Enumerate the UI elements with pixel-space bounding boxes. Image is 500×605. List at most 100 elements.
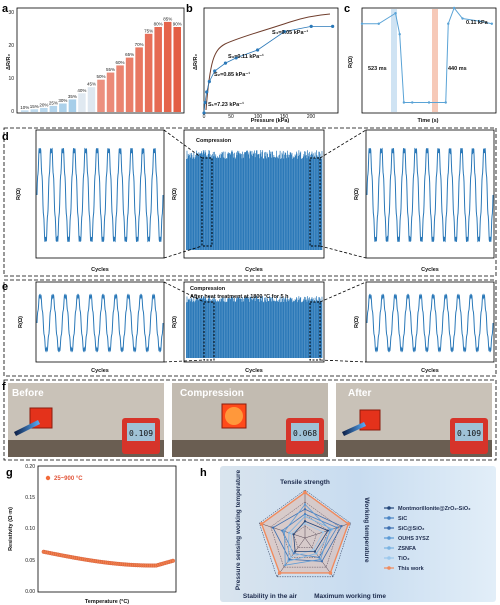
dense-bar <box>209 298 211 358</box>
panel-c-point <box>461 17 464 20</box>
dense-bar <box>291 154 292 250</box>
dense-bar <box>268 300 270 358</box>
dense-bar <box>293 301 295 358</box>
radar-point <box>284 564 287 567</box>
dense-bar <box>288 301 290 358</box>
dense-bar <box>316 150 317 250</box>
dense-bar <box>212 151 214 250</box>
dense-bar <box>224 158 225 250</box>
dense-bar <box>294 301 295 358</box>
photo-after-torch <box>342 422 366 436</box>
dense-bar <box>260 296 262 358</box>
dense-bar <box>211 155 212 250</box>
dense-bar <box>216 157 218 250</box>
dense-bar <box>193 151 195 250</box>
dense-bar <box>315 157 317 250</box>
dense-bar <box>244 297 245 358</box>
panel-a: a 10% 15% 20% 25% 30%35%40%45%50%55%60%65%70… <box>2 3 185 115</box>
legend-entry: ZSNFA <box>398 546 416 552</box>
dense-bar <box>224 297 226 358</box>
panel-e-dashed-border <box>3 279 497 377</box>
panel-b-point <box>234 56 238 60</box>
dense-bar <box>222 152 223 250</box>
dense-bar <box>282 154 283 250</box>
dense-bar <box>320 156 322 250</box>
dense-bar <box>272 297 273 358</box>
dense-bar <box>196 150 197 250</box>
panel-g-frame <box>37 465 177 593</box>
panel-c-release-zone <box>432 9 438 112</box>
panel-a-bar-label: 15% <box>30 104 39 109</box>
dense-bar <box>252 298 254 358</box>
dense-bar <box>227 297 229 358</box>
panel-h-radar <box>259 489 351 578</box>
dense-bar <box>254 150 255 250</box>
dense-bar <box>219 298 221 358</box>
panel-label-h: h <box>200 467 207 479</box>
dense-bar <box>199 154 200 250</box>
dense-bar <box>304 155 306 250</box>
radar-point <box>315 552 318 555</box>
dense-bar <box>216 301 217 358</box>
dense-bar <box>210 156 212 250</box>
panel-e-ylabel-left: R(Ω) <box>18 316 24 328</box>
dense-bar <box>226 158 228 250</box>
panel-a-bar <box>78 93 86 112</box>
dense-bar <box>311 297 313 358</box>
dense-bar <box>208 296 210 358</box>
dense-bar <box>310 299 312 358</box>
dense-bar <box>214 156 216 250</box>
radar-point <box>287 531 291 534</box>
dense-bar <box>271 297 273 358</box>
dense-bar <box>200 153 202 250</box>
dense-bar <box>254 300 256 358</box>
radar-point <box>303 515 307 518</box>
dense-bar <box>221 298 222 358</box>
panel-a-bar <box>144 33 153 112</box>
dense-bar <box>194 302 195 358</box>
dense-bar <box>267 157 269 250</box>
radar-point <box>289 556 292 559</box>
wave-line <box>366 147 494 243</box>
dense-bar <box>209 296 210 358</box>
dense-bar <box>239 299 241 358</box>
dense-bar <box>277 301 278 358</box>
radar-axis-max-time: Maximum working time <box>314 593 386 600</box>
dense-bar <box>189 299 190 358</box>
dense-bar <box>192 157 194 250</box>
dense-bar <box>214 300 216 358</box>
panel-b-xtick-150: 150 <box>280 114 289 120</box>
dense-bar <box>244 297 246 358</box>
radar-series <box>281 513 338 558</box>
dense-bar <box>189 153 191 250</box>
dense-bar <box>274 156 275 250</box>
dense-bar <box>313 301 315 358</box>
dense-bar <box>243 154 245 250</box>
dense-bar <box>282 150 284 250</box>
dense-bar <box>267 301 269 358</box>
dense-bar <box>277 158 279 250</box>
dense-bar <box>195 299 197 358</box>
dense-bar <box>314 155 315 250</box>
radar-point <box>326 529 329 532</box>
dense-bar <box>236 155 238 250</box>
dense-bar <box>259 158 260 250</box>
dense-bar <box>273 299 275 358</box>
dense-bar <box>275 157 277 250</box>
dense-bar <box>320 300 322 358</box>
dense-bar <box>243 298 245 358</box>
dense-bar <box>291 299 292 358</box>
wave-line <box>366 293 494 353</box>
dense-bar <box>229 298 231 358</box>
dense-bar <box>319 151 320 250</box>
panel-a-bar-label: 50% <box>96 74 105 79</box>
radar-series <box>284 503 331 566</box>
dense-bar <box>197 300 199 358</box>
radar-point <box>313 550 316 553</box>
panel-a-bar-label: 30% <box>58 98 67 103</box>
dense-bar <box>302 158 303 250</box>
dense-bar <box>296 297 297 358</box>
panel-a-bar <box>163 21 172 112</box>
panel-e-right-wave <box>366 293 494 353</box>
dense-bar <box>244 152 245 250</box>
